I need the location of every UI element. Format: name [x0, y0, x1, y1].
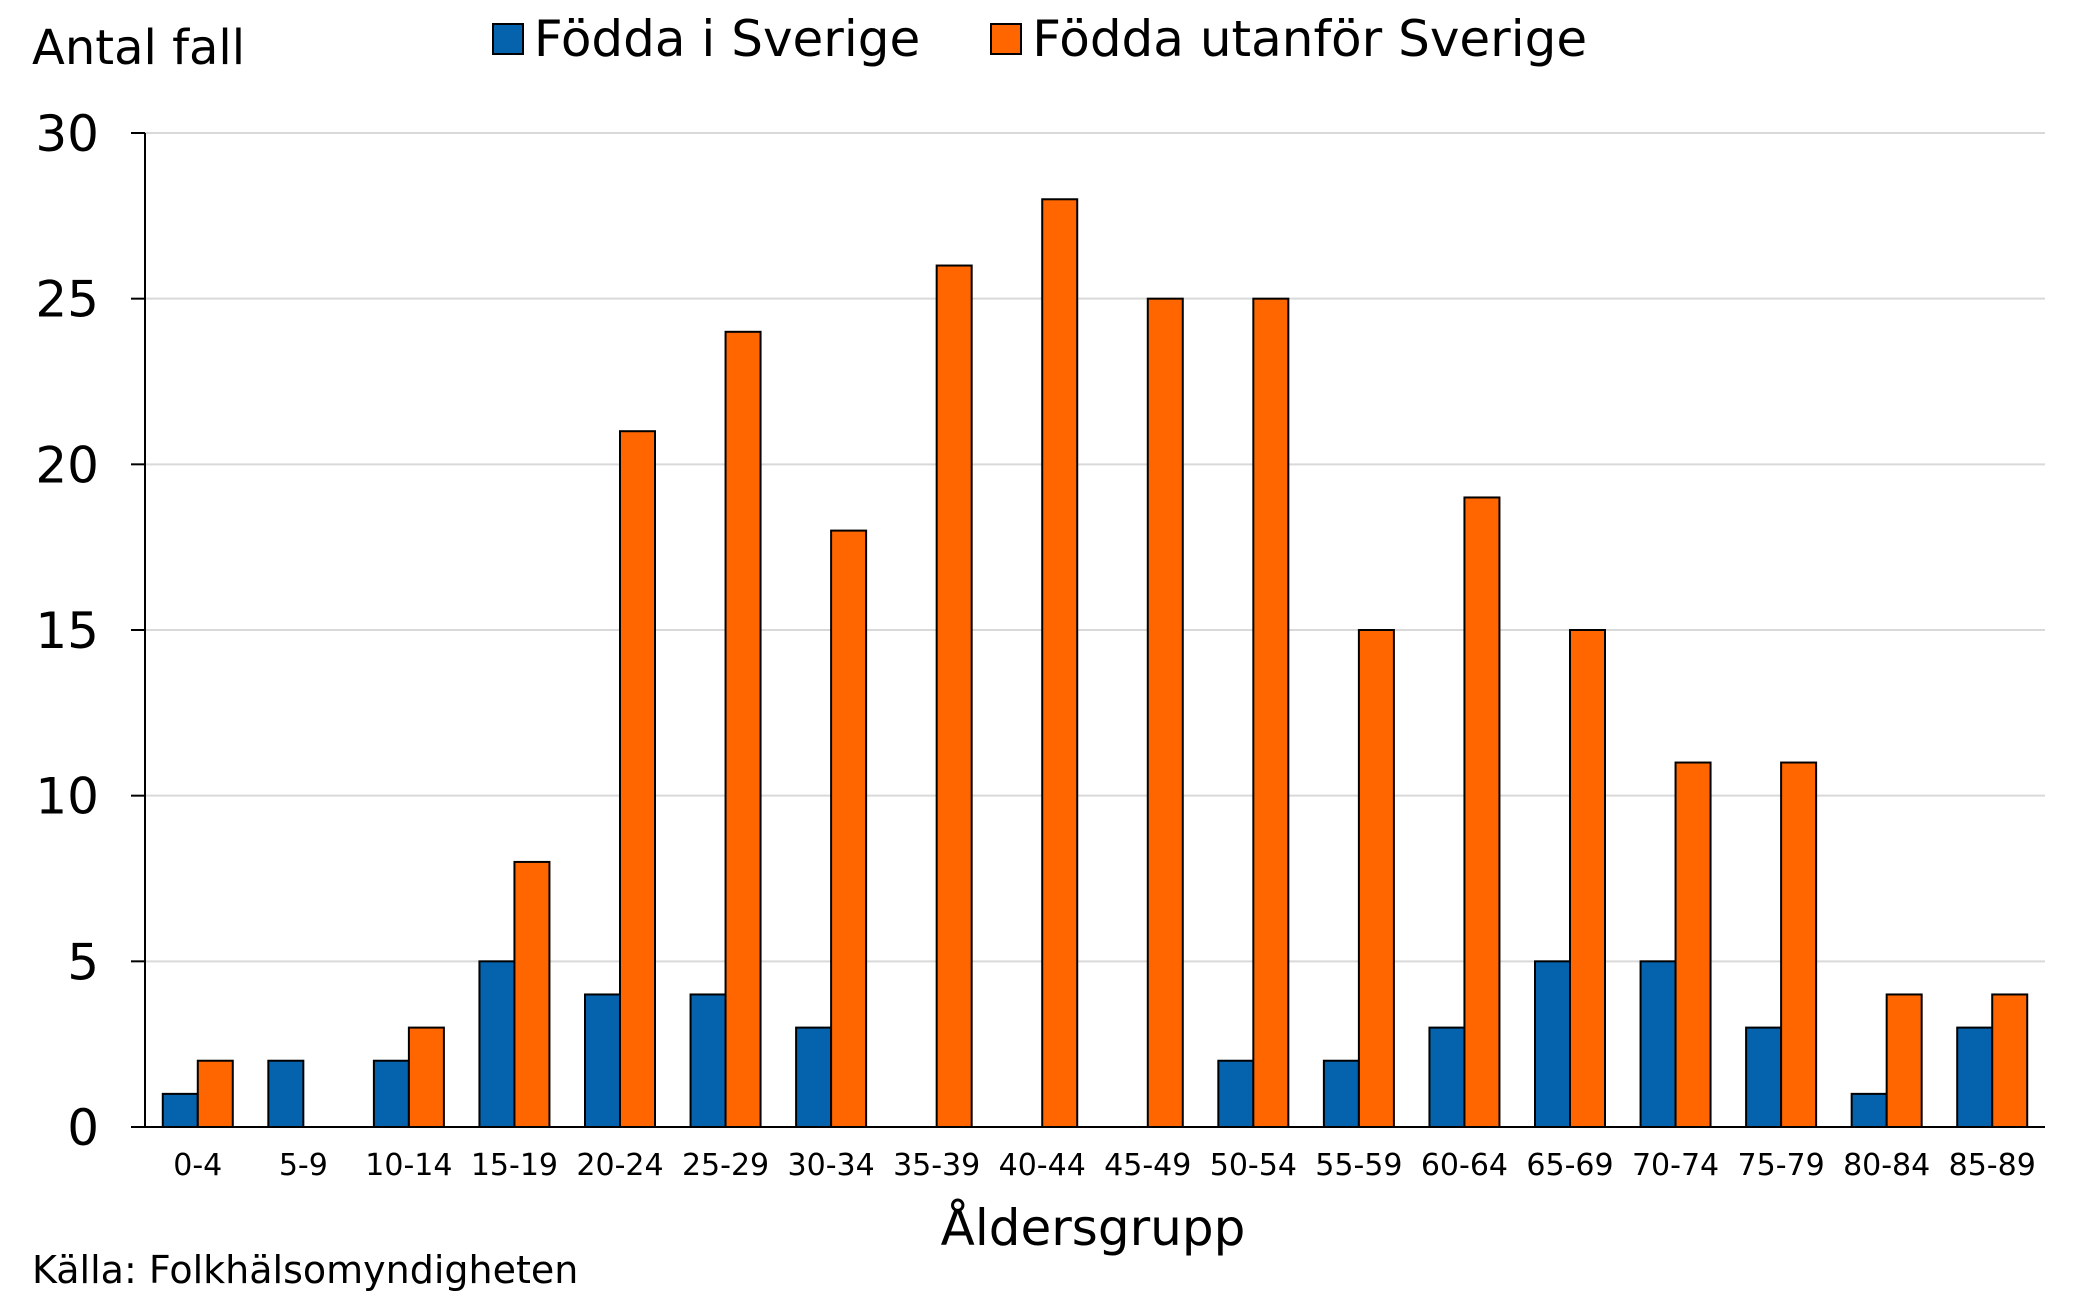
- bar-fodda-utanfor-sverige-45-49: [1146, 297, 1184, 1128]
- legend-label-fodda-i-sverige: Födda i Sverige: [533, 10, 921, 68]
- y-tick-labels: 0 5 10 15 20 25 30: [35, 105, 99, 1157]
- bar-fodda-utanfor-sverige-25-29: [724, 330, 762, 1128]
- x-tick-label: 55-59: [1315, 1148, 1402, 1183]
- bar-fodda-utanfor-sverige-70-74: [1674, 761, 1712, 1128]
- bar-fodda-utanfor-sverige-80-84: [1885, 993, 1923, 1129]
- bar-fodda-utanfor-sverige-60-64: [1463, 496, 1501, 1128]
- x-tick-label: 85-89: [1949, 1148, 2036, 1183]
- bar-fodda-i-sverige-25-29: [689, 993, 727, 1129]
- bar-fodda-i-sverige-10-14: [372, 1059, 410, 1128]
- bar-fodda-i-sverige-85-89: [1956, 1026, 1994, 1128]
- y-tick-label: 5: [67, 933, 99, 991]
- x-axis-title: Åldersgrupp: [941, 1199, 1246, 1257]
- x-tick-label: 80-84: [1843, 1148, 1930, 1183]
- legend-item-fodda-utanfor-sverige: Födda utanför Sverige: [990, 10, 1587, 68]
- axes: [131, 132, 2045, 1128]
- bar-fodda-i-sverige-20-24: [584, 993, 621, 1129]
- bar-fodda-utanfor-sverige-30-34: [830, 529, 868, 1128]
- bar-fodda-utanfor-sverige-65-69: [1569, 629, 1606, 1128]
- y-axis-title: Antal fall: [32, 20, 246, 76]
- y-tick-label: 30: [35, 105, 99, 163]
- bar-fodda-i-sverige-70-74: [1639, 960, 1677, 1128]
- bar-fodda-utanfor-sverige-10-14: [407, 1026, 445, 1128]
- source-note: Källa: Folkhälsomyndigheten: [32, 1248, 579, 1292]
- x-tick-label: 30-34: [788, 1148, 875, 1183]
- bar-fodda-utanfor-sverige-40-44: [1041, 198, 1079, 1128]
- bar-fodda-utanfor-sverige-15-19: [513, 860, 551, 1129]
- x-tick-label: 50-54: [1210, 1148, 1297, 1183]
- x-tick-label: 10-14: [365, 1148, 452, 1183]
- bar-fodda-i-sverige-30-34: [795, 1026, 833, 1128]
- bar-fodda-utanfor-sverige-75-79: [1780, 761, 1818, 1128]
- y-tick-label: 25: [35, 271, 99, 329]
- x-tick-label: 40-44: [999, 1148, 1086, 1183]
- bars: [161, 198, 2029, 1129]
- x-tick-label: 20-24: [576, 1148, 663, 1183]
- gridlines: [145, 132, 2045, 963]
- legend-swatch-fodda-utanfor-sverige: [990, 23, 1023, 55]
- x-tick-labels: 0-4 5-9 10-14 15-19 20-24 25-29 30-34 35-39 40-4…: [173, 1148, 2036, 1183]
- x-tick-label: 15-19: [471, 1148, 558, 1183]
- x-tick-label: 0-4: [173, 1148, 222, 1183]
- x-tick-label: 25-29: [682, 1148, 769, 1183]
- y-tick-label: 15: [35, 602, 99, 660]
- bar-fodda-i-sverige-60-64: [1428, 1026, 1466, 1128]
- bar-fodda-utanfor-sverige-85-89: [1991, 993, 2029, 1129]
- legend-item-fodda-i-sverige: Födda i Sverige: [491, 10, 921, 68]
- bar-fodda-i-sverige-55-59: [1322, 1059, 1360, 1128]
- x-tick-label: 70-74: [1632, 1148, 1719, 1183]
- bar-fodda-i-sverige-65-69: [1534, 960, 1571, 1128]
- bar-fodda-i-sverige-80-84: [1850, 1092, 1888, 1129]
- bar-fodda-utanfor-sverige-55-59: [1357, 629, 1395, 1128]
- bar-fodda-i-sverige-0-4: [161, 1092, 199, 1129]
- bar-fodda-i-sverige-50-54: [1217, 1059, 1255, 1128]
- y-tick-label: 0: [67, 1099, 99, 1157]
- x-tick-label: 35-39: [893, 1148, 980, 1183]
- y-tick-label: 20: [35, 436, 99, 494]
- legend: Födda i Sverige Födda utanför Sverige: [0, 10, 2079, 68]
- x-tick-label: 60-64: [1421, 1148, 1508, 1183]
- bar-fodda-i-sverige-15-19: [478, 960, 516, 1128]
- bar-fodda-utanfor-sverige-35-39: [935, 264, 973, 1128]
- legend-label-fodda-utanfor-sverige: Födda utanför Sverige: [1032, 10, 1588, 68]
- bar-fodda-i-sverige-5-9: [267, 1059, 305, 1128]
- x-tick-label: 75-79: [1738, 1148, 1825, 1183]
- bar-fodda-i-sverige-75-79: [1745, 1026, 1783, 1128]
- bar-fodda-utanfor-sverige-20-24: [619, 430, 656, 1128]
- x-tick-label: 65-69: [1526, 1148, 1613, 1183]
- legend-swatch-fodda-i-sverige: [491, 23, 524, 55]
- y-tick-label: 10: [35, 768, 99, 826]
- x-tick-label: 5-9: [279, 1148, 328, 1183]
- x-tick-label: 45-49: [1104, 1148, 1191, 1183]
- bar-fodda-utanfor-sverige-0-4: [196, 1059, 234, 1128]
- bar-fodda-utanfor-sverige-50-54: [1252, 297, 1290, 1128]
